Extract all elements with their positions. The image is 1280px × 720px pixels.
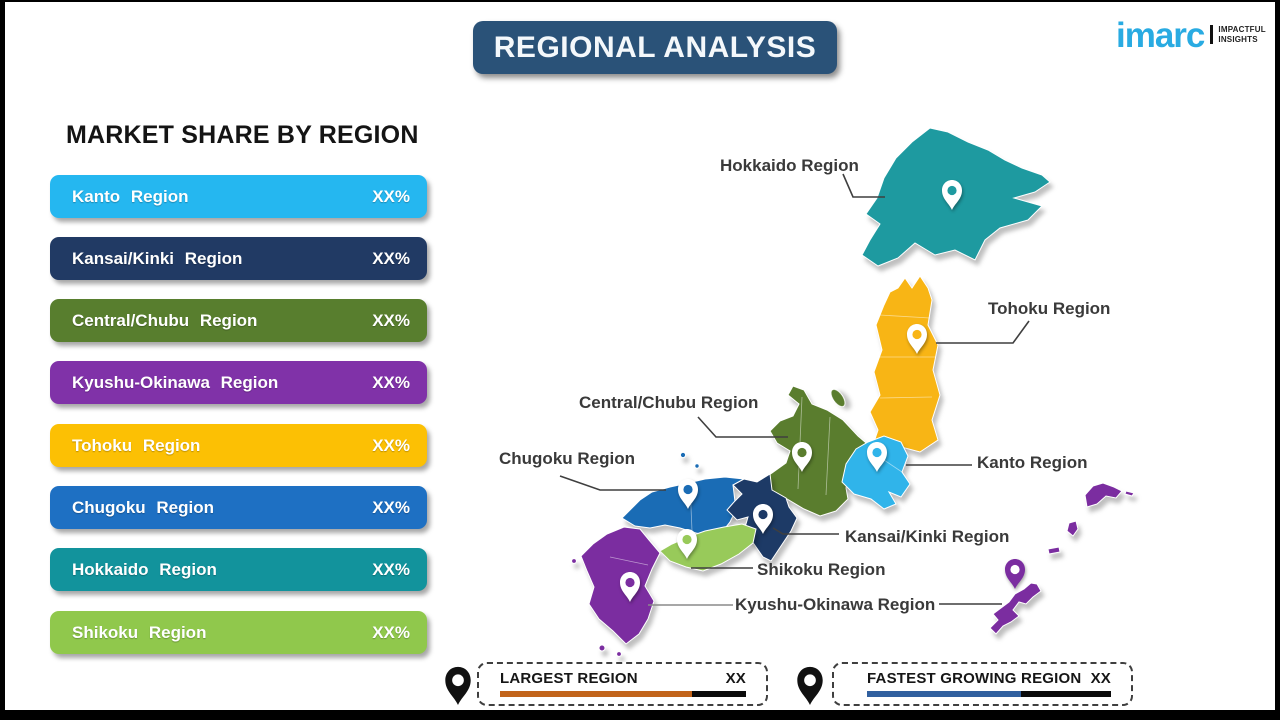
map-islet-okinawa-small — [1066, 520, 1079, 537]
leader-chubu — [697, 416, 788, 438]
share-bar-value: XX% — [372, 559, 410, 579]
largest-region-pin-icon — [445, 666, 471, 705]
legend-fastest-label: FASTEST GROWING REGION — [867, 670, 1082, 687]
pin-kansai-icon — [753, 504, 773, 534]
map-label-hokkaido: Hokkaido Region — [720, 156, 859, 175]
map-island-okinawa-main — [989, 582, 1042, 635]
share-bar-label: Kansai/Kinki Region — [72, 248, 243, 268]
pin-chugoku-icon — [678, 479, 698, 509]
map-region-kanto — [841, 435, 911, 510]
fastest-growing-pin-icon — [797, 666, 823, 705]
share-bar-value: XX% — [372, 435, 410, 455]
share-bar-label: Shikoku Region — [72, 622, 207, 642]
logo-tagline-line2: INSIGHTS — [1218, 34, 1258, 44]
map-islet-okinawa-dash2 — [1047, 546, 1061, 555]
leader-hokkaido — [842, 173, 885, 198]
map-islet-oki-1 — [679, 451, 687, 459]
map-label-kansai: Kansai/Kinki Region — [845, 527, 1010, 546]
map-label-shikoku: Shikoku Region — [757, 560, 886, 579]
share-bar-tohoku: Tohoku Region XX% — [50, 424, 427, 467]
map-island-sado — [830, 388, 846, 408]
page-title-box: REGIONAL ANALYSIS — [473, 21, 837, 74]
pin-hokkaido-icon — [942, 180, 962, 210]
share-bar-value: XX% — [372, 622, 410, 642]
pin-chubu-icon — [792, 442, 812, 472]
map-islet-kyushu-1 — [598, 644, 606, 652]
map-islet-okinawa-dash1 — [1124, 490, 1135, 497]
map-label-tohoku: Tohoku Region — [988, 299, 1111, 318]
share-bar-hokkaido: Hokkaido Region XX% — [50, 548, 427, 591]
logo-tagline-line1: IMPACTFUL — [1218, 25, 1266, 34]
share-bar-label: Central/Chubu Region — [72, 310, 258, 330]
pin-okinawa-icon — [1005, 559, 1025, 589]
map-label-chubu: Central/Chubu Region — [579, 393, 759, 412]
legend-fastest-bar — [867, 691, 1111, 697]
page-title: REGIONAL ANALYSIS — [493, 30, 817, 64]
share-bar-shikoku: Shikoku Region XX% — [50, 611, 427, 654]
share-bar-label: Kyushu-Okinawa Region — [72, 372, 279, 392]
map-label-chugoku: Chugoku Region — [499, 449, 635, 468]
legend-fastest-growing-region: FASTEST GROWING REGION XX — [832, 662, 1133, 706]
map-island-amami — [1084, 482, 1123, 508]
share-bar-kyushu-okinawa: Kyushu-Okinawa Region XX% — [50, 361, 427, 404]
map-label-kyushu-okinawa: Kyushu-Okinawa Region — [735, 595, 936, 614]
market-share-heading: MARKET SHARE BY REGION — [66, 121, 419, 149]
legend-largest-region: LARGEST REGION XX — [477, 662, 768, 706]
map-islet-oki-2 — [694, 463, 700, 469]
legend-largest-bar — [500, 691, 746, 697]
leader-kansai — [772, 527, 839, 535]
logo-divider — [1210, 25, 1214, 44]
map-pins — [620, 180, 1025, 602]
pin-kanto-icon — [867, 442, 887, 472]
share-bar-label: Kanto Region — [72, 186, 189, 206]
imarc-brand-text: imarc — [1116, 16, 1205, 55]
share-bar-value: XX% — [372, 497, 410, 517]
pin-kyushu-icon — [620, 572, 640, 602]
legend-fastest-value: XX — [1090, 670, 1111, 687]
share-bar-value: XX% — [372, 248, 410, 268]
pin-tohoku-icon — [907, 324, 927, 354]
legend-largest-bar-rest — [691, 691, 746, 697]
pin-shikoku-icon — [677, 529, 697, 559]
leader-tohoku — [936, 320, 1030, 344]
share-bar-value: XX% — [372, 372, 410, 392]
japan-map — [559, 127, 1135, 657]
legend-largest-value: XX — [725, 670, 746, 687]
legend-fastest-bar-rest — [1020, 691, 1111, 697]
map-label-kanto: Kanto Region — [977, 453, 1088, 472]
map-islet-kyushu-2 — [616, 651, 622, 657]
share-bar-label: Tohoku Region — [72, 435, 201, 455]
share-bar-chugoku: Chugoku Region XX% — [50, 486, 427, 529]
share-bar-kanto: Kanto Region XX% — [50, 175, 427, 218]
legend-fastest-bar-fill — [867, 691, 1021, 697]
share-bar-chubu: Central/Chubu Region XX% — [50, 299, 427, 342]
share-bar-value: XX% — [372, 186, 410, 206]
map-region-tohoku — [869, 275, 941, 453]
imarc-logo: imarc IMPACTFUL INSIGHTS — [1116, 18, 1266, 53]
share-bar-label: Chugoku Region — [72, 497, 214, 517]
leader-lines — [559, 173, 1030, 606]
share-bar-kansai: Kansai/Kinki Region XX% — [50, 237, 427, 280]
legend-largest-bar-fill — [500, 691, 692, 697]
share-bar-label: Hokkaido Region — [72, 559, 217, 579]
map-region-shikoku — [659, 523, 757, 572]
leader-chugoku — [559, 475, 666, 491]
logo-tagline: IMPACTFUL INSIGHTS — [1218, 25, 1265, 44]
share-bar-value: XX% — [372, 310, 410, 330]
legend-largest-label: LARGEST REGION — [500, 670, 638, 687]
map-islet-kyushu-3 — [571, 558, 577, 564]
